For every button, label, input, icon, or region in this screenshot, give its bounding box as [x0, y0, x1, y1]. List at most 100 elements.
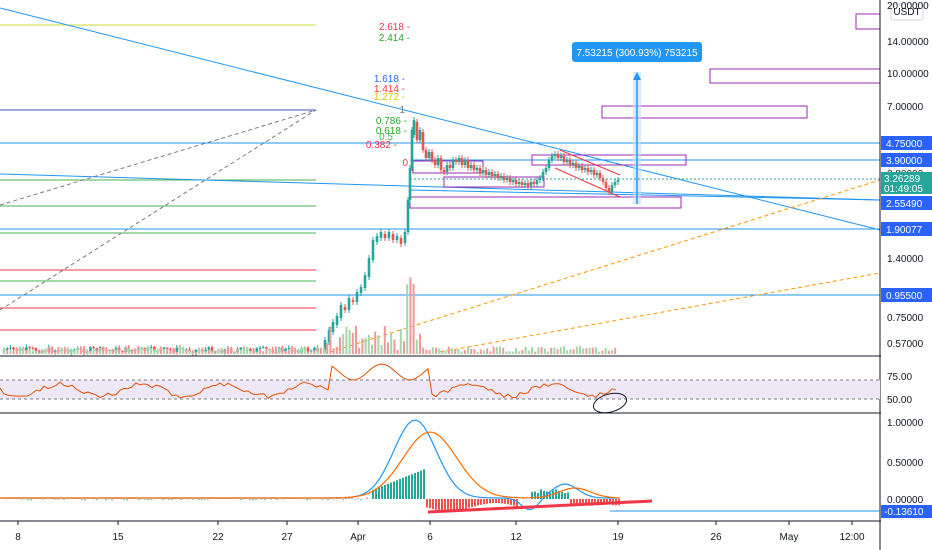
- volume-bar: [582, 348, 585, 354]
- macd-hist-bar: [348, 497, 350, 499]
- volume-bar: [569, 349, 572, 354]
- volume-bar: [483, 350, 485, 354]
- volume-bar: [284, 350, 287, 354]
- macd-hist-bar: [540, 489, 542, 499]
- macd-hist-bar: [513, 499, 515, 506]
- volume-bar: [131, 349, 133, 354]
- volume-bar: [351, 332, 354, 354]
- macd-hist-bar: [345, 497, 347, 499]
- candle-body: [53, 350, 57, 353]
- macd-hist-bar: [354, 499, 356, 500]
- macd-hist-bar: [393, 481, 395, 499]
- price-tick-label: 0.75000: [887, 313, 924, 324]
- dashed-trendline: [0, 109, 317, 311]
- rsi-pane[interactable]: [0, 363, 880, 416]
- current-price-tag: [881, 172, 932, 194]
- time-tick-label: 12: [510, 532, 522, 543]
- volume-bar: [377, 335, 380, 354]
- candle-body: [541, 172, 545, 178]
- macd-trend-line: [427, 499, 653, 514]
- macd-hist-bar: [96, 499, 98, 500]
- volume-bar: [412, 283, 415, 354]
- macd-hist-bar: [51, 498, 53, 499]
- macd-hist-bar: [426, 499, 428, 508]
- macd-hist-bar: [327, 499, 329, 501]
- volume-bar: [511, 351, 514, 354]
- candle-body: [331, 322, 335, 332]
- macd-hist-bar: [201, 499, 203, 501]
- time-tick-label: 22: [212, 532, 224, 543]
- candle-body: [261, 347, 265, 349]
- candle-body: [574, 163, 578, 168]
- macd-hist-bar: [204, 499, 206, 500]
- macd-pane[interactable]: [0, 419, 880, 514]
- volume-bar: [9, 350, 12, 354]
- volume-bar: [447, 346, 450, 354]
- candle-body: [403, 232, 407, 243]
- volume-bar: [297, 348, 300, 354]
- volume-bar: [25, 350, 28, 354]
- candle-body: [604, 182, 608, 188]
- candle-body: [589, 170, 593, 172]
- price-pane[interactable]: 7.53215 (300.93%) 753215 2.618 -2.414 - 1…: [0, 0, 881, 356]
- volume-bar: [454, 349, 457, 354]
- macd-hist-bar: [168, 499, 170, 500]
- volume-bar: [467, 347, 469, 354]
- price-tag: [881, 288, 932, 302]
- price-tick-label: 10.00000: [887, 69, 929, 80]
- currency-label: USDT: [893, 7, 920, 18]
- volume-bar: [169, 350, 172, 354]
- volume-bar: [303, 346, 306, 354]
- time-tick-label: 19: [612, 532, 624, 543]
- volume-bar: [188, 350, 191, 354]
- candle-body: [239, 347, 243, 350]
- fib-label: 1: [399, 105, 405, 116]
- candle-body: [5, 348, 9, 350]
- macd-hist-bar: [180, 499, 182, 500]
- macd-hist-bar: [492, 499, 494, 504]
- volume-bar: [579, 346, 581, 354]
- candle-body: [418, 130, 422, 140]
- macd-histogram: [3, 469, 620, 511]
- macd-hist-bar: [390, 482, 392, 499]
- volume-bar: [249, 350, 252, 354]
- volume-bar: [326, 342, 329, 354]
- volume-bar: [134, 348, 137, 354]
- macd-hist-bar: [249, 499, 251, 501]
- time-tick-label: 6: [427, 532, 433, 543]
- candle-body: [535, 180, 539, 184]
- trendline: [409, 189, 881, 201]
- volume-bar: [534, 351, 537, 354]
- macd-hist-bar: [561, 491, 563, 499]
- candle-body: [517, 182, 521, 184]
- macd-hist-bar: [432, 499, 434, 510]
- candle-body: [448, 165, 452, 168]
- volume-bar: [572, 349, 575, 354]
- volume-bar: [140, 346, 143, 354]
- macd-hist-bar: [411, 474, 413, 499]
- candle-body: [287, 347, 291, 349]
- volume-bar: [211, 351, 213, 354]
- macd-hist-bar: [438, 499, 440, 511]
- volume-bar: [451, 348, 453, 354]
- measure-arrow-head: [633, 72, 641, 80]
- price-tag-label: 0.95500: [886, 291, 923, 302]
- candle-body: [359, 287, 363, 293]
- volume-bar: [291, 346, 293, 354]
- macd-hist-bar: [489, 499, 491, 504]
- volume-bar: [390, 333, 393, 354]
- price-tick-label: 1.40000: [887, 254, 924, 265]
- candle-body: [421, 132, 425, 150]
- macd-hist-bar: [270, 499, 272, 500]
- macd-hist-bar: [183, 498, 185, 499]
- fib-label: 0.382 -: [366, 140, 397, 151]
- macd-hist-bar: [105, 499, 107, 501]
- volume-bar: [214, 351, 217, 354]
- macd-tag-value: -0.13610: [884, 507, 924, 518]
- volume-bar: [435, 347, 437, 354]
- rsi-annotation-circle: [592, 392, 628, 414]
- volume-bar: [419, 333, 421, 354]
- macd-hist-bar: [357, 498, 359, 499]
- volume-bar: [499, 346, 501, 354]
